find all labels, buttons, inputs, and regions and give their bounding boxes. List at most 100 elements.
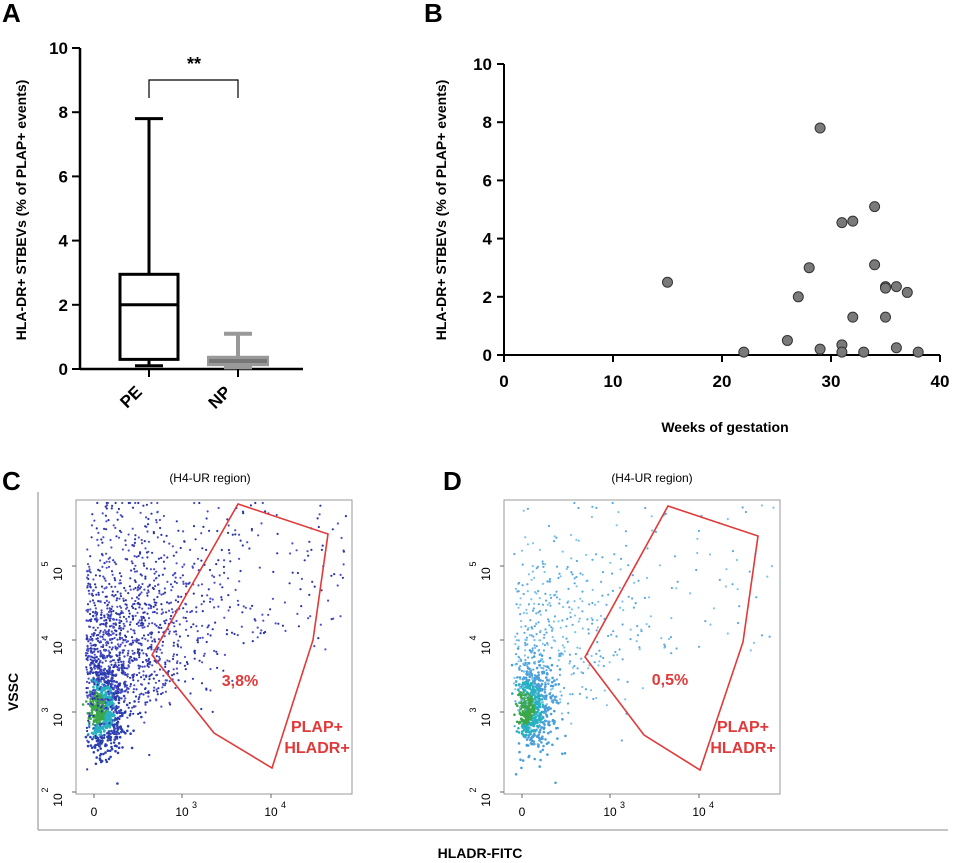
event-dot <box>114 645 117 648</box>
event-dot <box>568 653 572 656</box>
event-dot <box>698 645 701 648</box>
event-dot <box>140 538 143 542</box>
event-dot <box>537 649 540 653</box>
event-dot <box>106 710 110 713</box>
event-dot <box>114 749 117 753</box>
event-dot <box>147 691 150 694</box>
event-dot <box>183 664 186 667</box>
event-dot <box>125 635 128 639</box>
event-dot <box>555 536 558 539</box>
event-dot <box>90 644 93 647</box>
event-dot <box>517 731 521 734</box>
event-dot <box>151 611 155 614</box>
event-dot <box>205 640 208 644</box>
event-dot <box>120 660 123 663</box>
event-dot <box>217 605 220 608</box>
event-dot <box>596 619 599 622</box>
event-dot <box>231 679 234 683</box>
event-dot <box>559 654 562 658</box>
event-dot <box>242 642 245 645</box>
c-gate-polygon <box>151 503 329 770</box>
event-dot <box>108 736 111 739</box>
event-dot <box>121 636 124 640</box>
event-dot <box>664 645 667 648</box>
event-dot <box>513 713 516 716</box>
event-dot <box>105 560 108 563</box>
event-dot <box>336 522 339 525</box>
event-dot <box>122 664 125 667</box>
event-dot <box>514 688 517 691</box>
event-dot <box>103 657 107 660</box>
event-dot <box>559 701 562 704</box>
event-dot <box>104 514 107 517</box>
event-dot <box>110 585 113 588</box>
event-dot <box>160 651 163 655</box>
event-dot <box>514 702 518 706</box>
event-dot <box>94 610 97 613</box>
event-dot <box>144 701 147 704</box>
event-dot <box>538 653 541 656</box>
event-dot <box>540 741 543 744</box>
event-dot <box>95 617 98 620</box>
event-dot <box>535 622 538 626</box>
event-dot <box>121 651 124 654</box>
event-dot <box>129 642 133 645</box>
event-dot <box>194 538 197 541</box>
event-dot <box>115 535 118 538</box>
event-dot <box>529 619 532 622</box>
event-dot <box>517 590 520 593</box>
event-dot <box>519 696 523 699</box>
event-dot <box>151 664 154 667</box>
event-dot <box>98 757 102 760</box>
event-dot <box>591 622 594 625</box>
event-dot <box>189 692 192 695</box>
event-dot <box>206 633 209 636</box>
event-dot <box>104 505 107 508</box>
event-dot <box>124 697 127 700</box>
event-dot <box>533 716 536 719</box>
event-dot <box>160 533 163 537</box>
event-dot <box>142 670 145 673</box>
event-dot <box>240 625 243 628</box>
event-dot <box>533 734 536 737</box>
event-dot <box>169 617 172 620</box>
event-dot <box>111 590 114 593</box>
b-data-point <box>738 346 750 358</box>
event-dot <box>129 710 132 713</box>
event-dot <box>289 552 292 555</box>
event-dot <box>184 628 188 631</box>
event-dot <box>118 627 121 630</box>
event-dot <box>134 695 138 698</box>
event-dot <box>524 730 528 734</box>
event-dot <box>155 699 158 702</box>
event-dot <box>530 598 533 601</box>
event-dot <box>126 667 129 670</box>
event-dot <box>165 611 168 614</box>
event-dot <box>577 606 580 609</box>
event-dot <box>133 632 136 635</box>
event-dot <box>200 559 203 562</box>
event-dot <box>576 667 579 670</box>
event-dot <box>120 697 123 700</box>
event-dot <box>197 637 200 640</box>
event-dot <box>216 666 219 670</box>
event-dot <box>537 674 540 677</box>
event-dot <box>644 506 647 510</box>
event-dot <box>90 524 94 527</box>
event-dot <box>261 613 264 616</box>
flow-y-tick-exponent: 4 <box>40 635 50 640</box>
event-dot <box>545 669 548 672</box>
event-dot <box>96 749 100 752</box>
event-dot <box>609 561 612 564</box>
event-dot <box>128 623 132 626</box>
event-dot <box>174 571 177 575</box>
event-dot <box>101 653 104 656</box>
event-dot <box>602 664 605 668</box>
event-dot <box>108 722 111 725</box>
event-dot <box>581 590 584 593</box>
event-dot <box>108 713 112 716</box>
event-dot <box>193 501 196 505</box>
event-dot <box>296 571 299 575</box>
event-dot <box>523 670 526 673</box>
event-dot <box>143 665 146 668</box>
